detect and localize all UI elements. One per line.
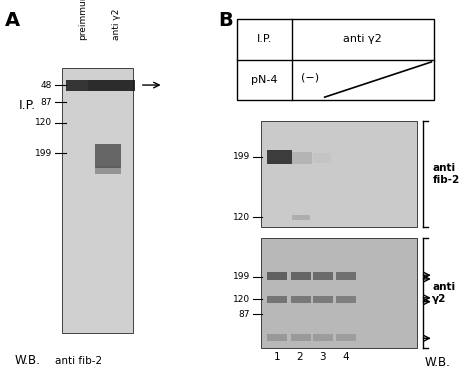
- Text: W.B.: W.B.: [424, 356, 450, 369]
- Text: 120: 120: [233, 213, 250, 222]
- Bar: [237, 19, 434, 100]
- Text: 87: 87: [41, 98, 52, 107]
- Bar: [336, 296, 356, 303]
- Bar: [66, 80, 88, 91]
- Text: 4: 4: [342, 352, 349, 362]
- Text: A: A: [5, 11, 20, 30]
- Text: 48: 48: [41, 81, 52, 90]
- Bar: [292, 152, 312, 164]
- Text: anti γ2: anti γ2: [112, 8, 120, 40]
- Text: 1: 1: [274, 352, 281, 362]
- Text: anti
γ2: anti γ2: [432, 282, 456, 304]
- Bar: [291, 272, 311, 280]
- Text: I.P.: I.P.: [256, 34, 272, 44]
- Bar: [62, 68, 133, 333]
- Text: pN-4: pN-4: [251, 75, 277, 85]
- Bar: [336, 272, 356, 280]
- Bar: [313, 296, 333, 303]
- Bar: [313, 153, 331, 163]
- Text: preimmune: preimmune: [79, 0, 87, 40]
- Bar: [336, 334, 356, 341]
- Text: (−): (−): [301, 73, 319, 82]
- Text: 87: 87: [239, 310, 250, 319]
- Bar: [261, 121, 417, 227]
- Bar: [291, 334, 311, 341]
- Bar: [313, 272, 333, 280]
- Bar: [95, 166, 121, 174]
- Bar: [88, 80, 135, 91]
- Text: 2: 2: [297, 352, 303, 362]
- Bar: [313, 334, 333, 341]
- Bar: [261, 238, 417, 348]
- Text: B: B: [218, 11, 233, 30]
- Bar: [267, 334, 287, 341]
- Text: I.P.: I.P.: [19, 99, 36, 112]
- Text: 199: 199: [233, 272, 250, 281]
- Text: anti
fib-2: anti fib-2: [432, 163, 459, 185]
- Bar: [95, 144, 121, 168]
- Text: 199: 199: [233, 152, 250, 161]
- Bar: [292, 215, 310, 220]
- Text: anti γ2: anti γ2: [343, 34, 382, 44]
- Text: 120: 120: [35, 118, 52, 127]
- Text: 199: 199: [35, 149, 52, 158]
- Bar: [267, 150, 292, 164]
- Text: anti fib-2: anti fib-2: [55, 356, 101, 366]
- Text: 120: 120: [233, 295, 250, 304]
- Bar: [267, 272, 287, 280]
- Text: 3: 3: [319, 352, 326, 362]
- Bar: [267, 296, 287, 303]
- Bar: [291, 296, 311, 303]
- Text: W.B.: W.B.: [14, 355, 40, 367]
